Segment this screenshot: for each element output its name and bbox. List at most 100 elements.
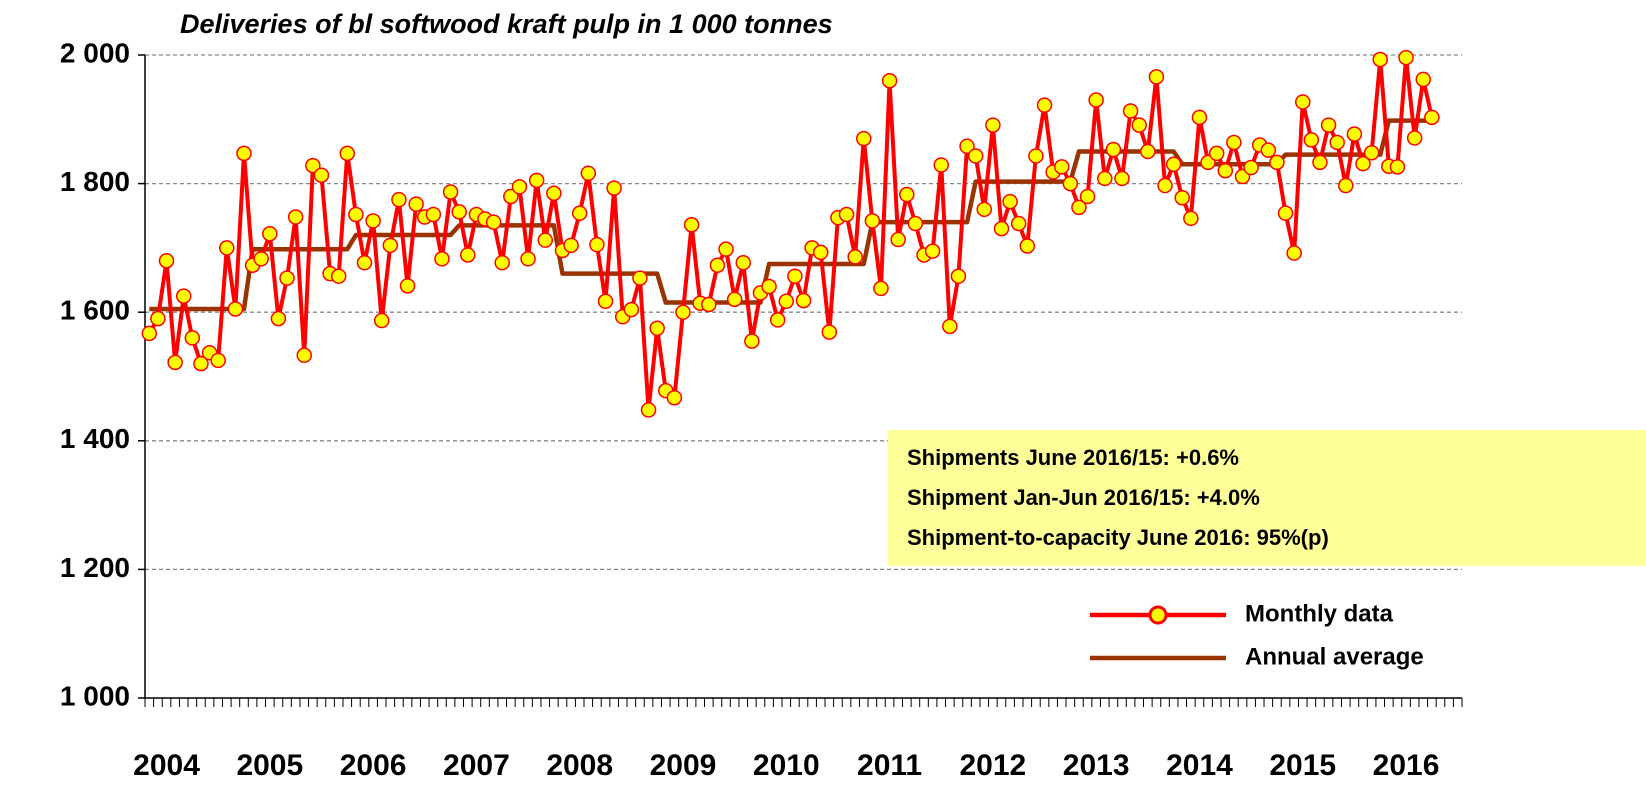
point-marker — [373, 312, 390, 329]
point-marker — [847, 249, 863, 265]
point-marker — [330, 268, 347, 284]
point-marker — [193, 355, 209, 372]
point-marker — [227, 301, 244, 317]
point-marker — [537, 232, 554, 248]
point-marker — [812, 244, 829, 261]
point-marker — [1157, 177, 1173, 194]
point-marker — [287, 209, 304, 225]
point-marker — [1183, 210, 1199, 227]
point-marker — [864, 213, 881, 229]
point-marker — [1019, 238, 1036, 254]
x-tick-label: 2010 — [753, 749, 820, 782]
point-marker — [520, 251, 536, 267]
point-marker — [933, 157, 949, 173]
point-marker — [899, 186, 915, 203]
point-marker — [649, 320, 665, 337]
point-marker — [623, 301, 640, 318]
point-marker — [158, 253, 175, 269]
point-marker — [1286, 245, 1302, 261]
point-marker — [175, 288, 192, 304]
point-marker — [924, 243, 941, 259]
point-marker — [985, 117, 1001, 133]
point-marker — [485, 214, 502, 230]
x-tick-label: 2009 — [650, 749, 717, 782]
point-marker — [1028, 148, 1044, 164]
point-marker — [1088, 92, 1104, 108]
series-line — [149, 118, 1432, 312]
point-marker — [606, 180, 622, 196]
point-marker — [1165, 156, 1182, 173]
point-marker — [571, 205, 588, 221]
point-marker — [1071, 199, 1087, 216]
point-marker — [821, 324, 838, 340]
point-marker — [1208, 145, 1225, 162]
point-marker — [399, 278, 416, 294]
point-marker — [546, 185, 562, 201]
point-marker — [1424, 109, 1440, 126]
series-line — [147, 55, 1434, 412]
point-marker — [1148, 69, 1165, 85]
point-marker — [150, 310, 166, 327]
point-marker — [305, 157, 321, 174]
point-marker — [632, 270, 648, 286]
point-marker — [279, 270, 295, 286]
point-marker — [942, 318, 958, 335]
point-marker — [1114, 170, 1130, 187]
point-marker — [967, 148, 984, 164]
x-tick-label: 2007 — [443, 749, 510, 782]
point-marker — [640, 402, 657, 418]
point-marker — [701, 296, 717, 313]
point-marker — [434, 251, 450, 267]
point-marker — [1010, 215, 1027, 232]
point-marker — [1346, 126, 1363, 142]
point-marker — [1312, 154, 1328, 171]
point-marker — [494, 254, 510, 271]
point-marker — [778, 293, 795, 310]
point-marker — [1398, 49, 1414, 66]
point-marker — [141, 325, 158, 342]
point-marker — [683, 217, 700, 233]
point-marker — [589, 236, 605, 253]
chart-title: Deliveries of bl softwood kraft pulp in … — [180, 9, 833, 39]
annotation: Shipment-to-capacity June 2016: 95%(p) — [907, 525, 1329, 550]
x-tick-label: 2016 — [1373, 749, 1440, 782]
legend-label: Annual average — [1245, 643, 1424, 670]
y-tick-label: 1 600 — [60, 295, 130, 326]
point-marker — [726, 291, 743, 308]
point-marker — [856, 130, 872, 147]
y-tick-label: 1 400 — [60, 423, 130, 454]
point-marker — [1131, 117, 1147, 133]
point-marker — [1243, 159, 1259, 176]
y-tick-label: 1 800 — [60, 166, 130, 197]
point-marker — [460, 247, 476, 263]
point-marker — [881, 72, 898, 89]
point-marker — [219, 240, 235, 256]
point-marker — [1140, 143, 1156, 160]
point-marker — [744, 333, 760, 349]
point-marker — [769, 312, 786, 328]
point-marker — [1174, 189, 1190, 206]
x-tick-label: 2014 — [1166, 749, 1233, 782]
x-tick-label: 2015 — [1269, 749, 1336, 782]
legend-label: Monthly data — [1245, 600, 1394, 627]
point-marker — [1320, 117, 1337, 133]
point-marker — [236, 145, 252, 162]
point-marker — [718, 241, 734, 257]
x-tick-label: 2008 — [546, 749, 613, 782]
point-marker — [1217, 162, 1234, 179]
point-marker — [356, 254, 373, 271]
point-marker — [253, 251, 269, 267]
point-marker — [890, 231, 906, 248]
x-tick-label: 2005 — [236, 749, 303, 782]
point-marker — [1122, 103, 1139, 119]
x-tick-label: 2006 — [340, 749, 407, 782]
point-marker — [382, 237, 399, 254]
point-marker — [296, 347, 312, 364]
point-marker — [262, 226, 278, 242]
point-marker — [1295, 94, 1311, 110]
point-marker — [1389, 159, 1406, 175]
point-marker — [451, 204, 467, 220]
point-marker — [666, 389, 683, 406]
annotation: Shipment Jan-Jun 2016/15: +4.0% — [907, 485, 1260, 510]
